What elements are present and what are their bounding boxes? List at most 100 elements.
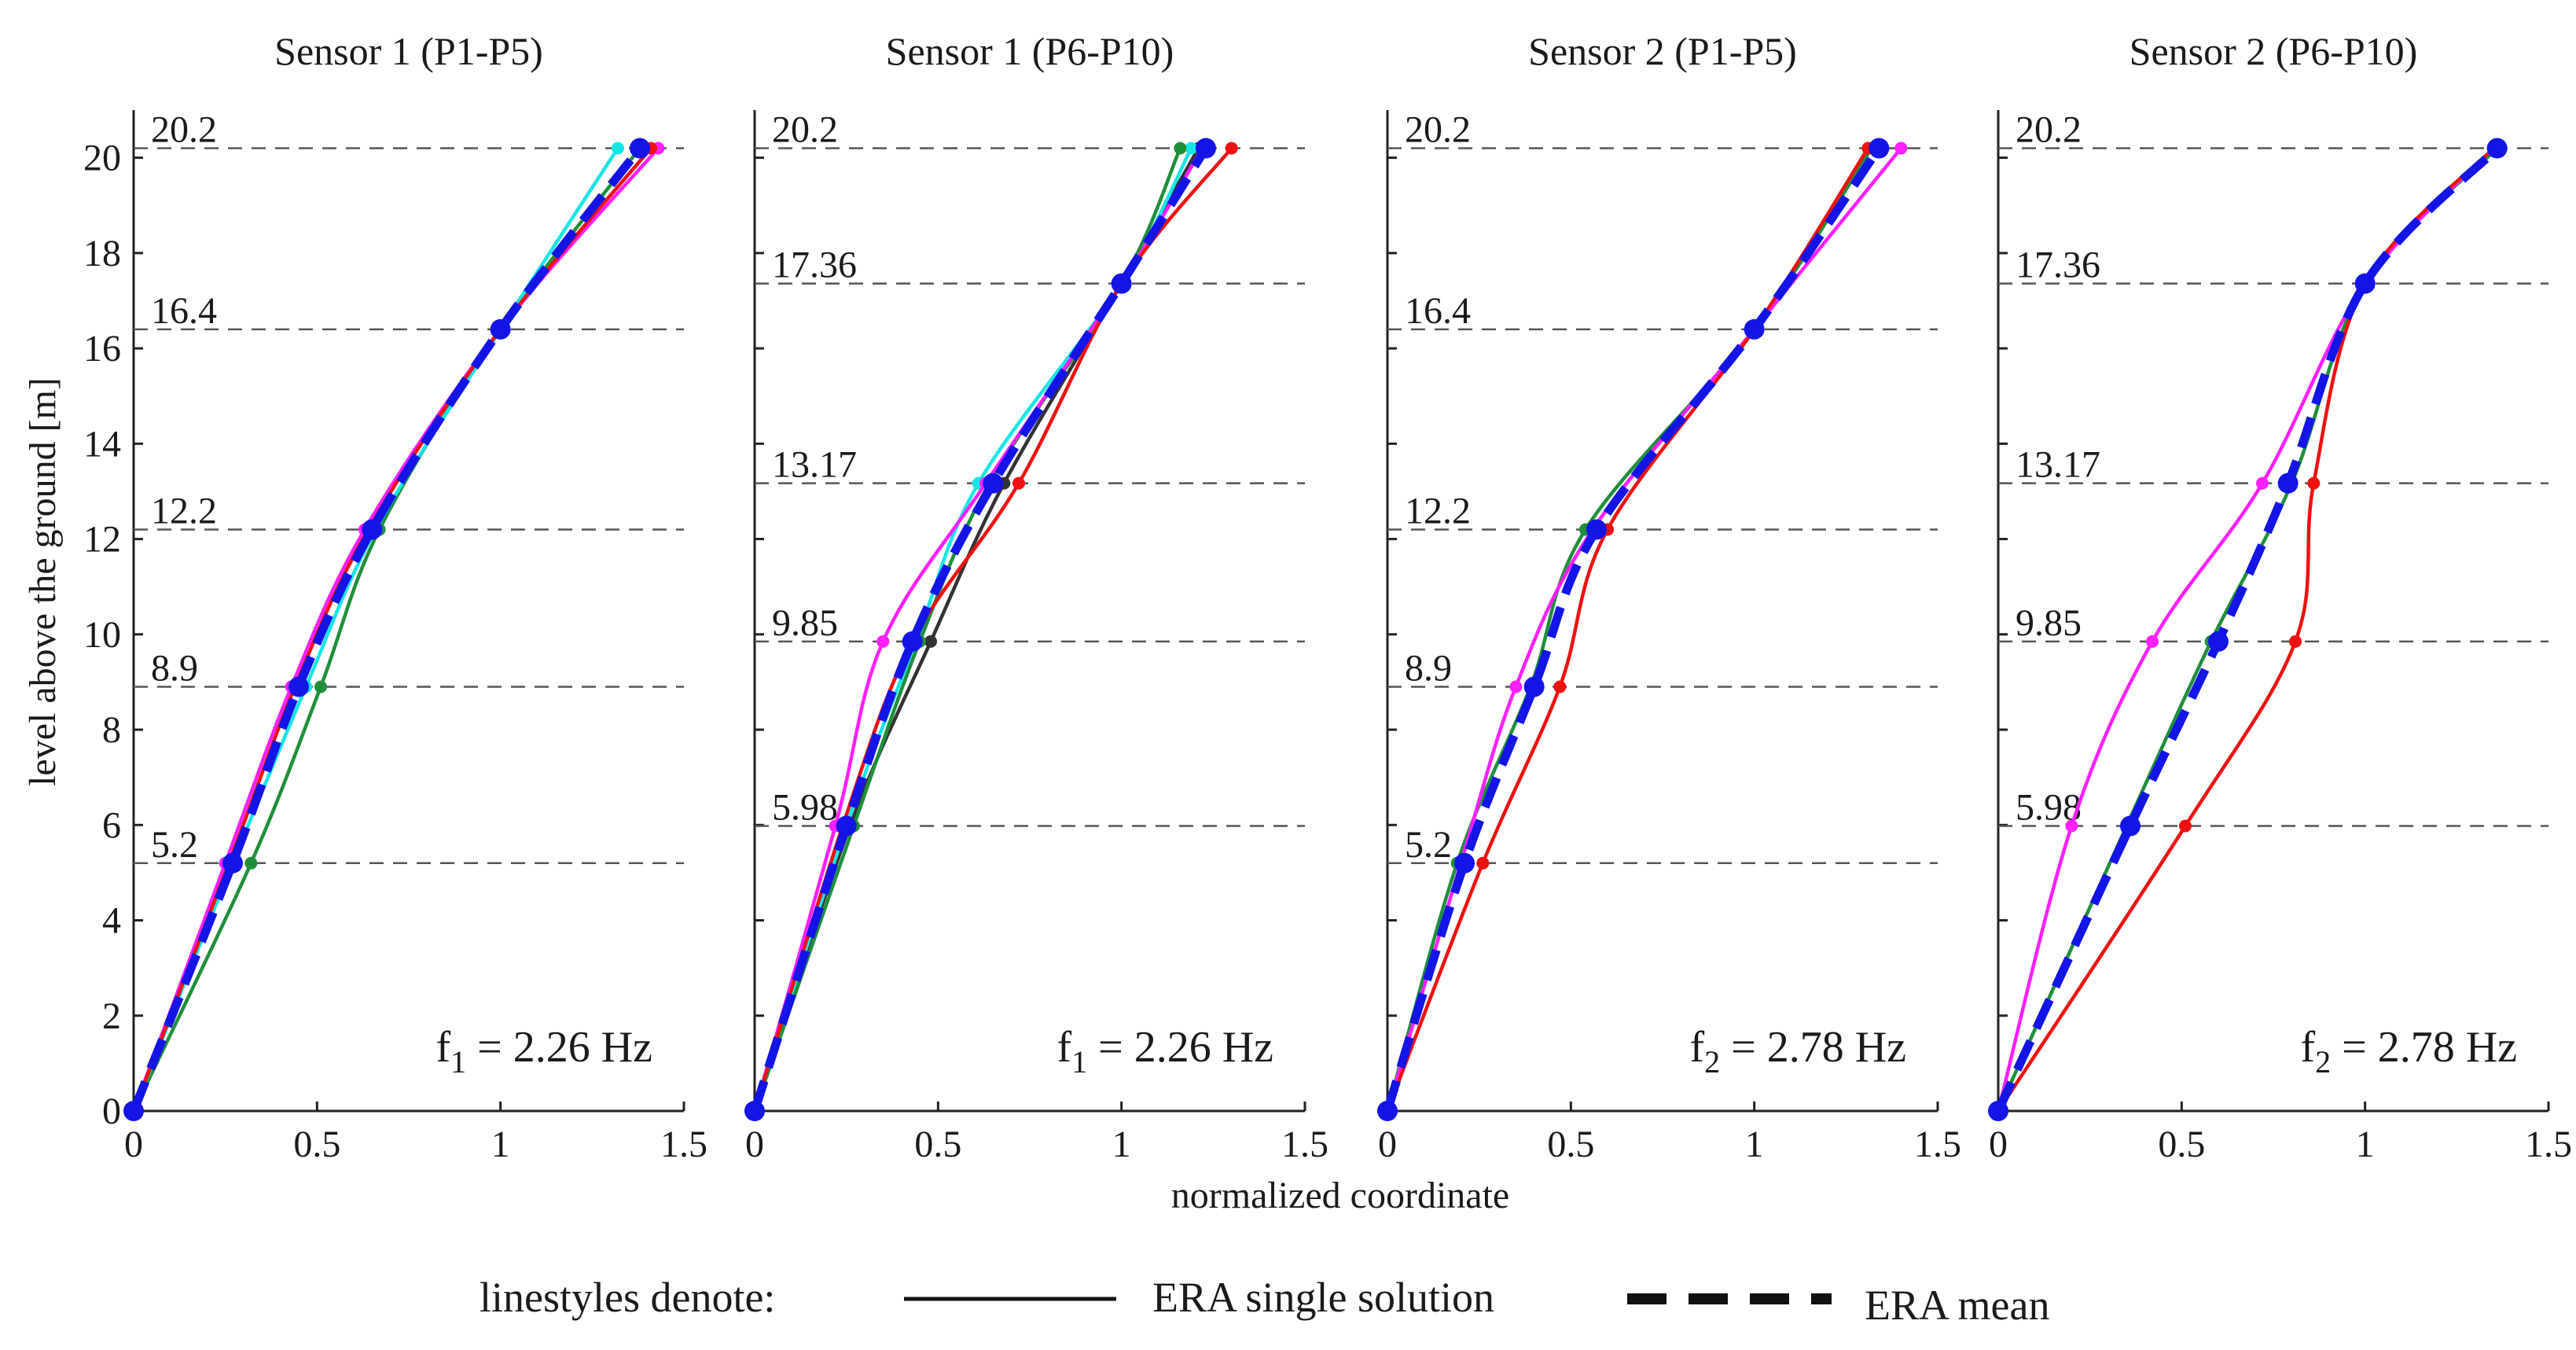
level-label: 12.2 [151,490,217,532]
y-tick-label: 18 [83,233,121,274]
series-point-magenta [1894,142,1908,155]
series-point-red [1476,856,1490,870]
mean-point [836,815,857,837]
level-label: 13.17 [772,444,857,486]
y-axis-title: level above the ground [m] [22,377,64,786]
x-tick-label: 1.5 [1281,1124,1328,1165]
level-label: 5.2 [1405,824,1452,866]
panel-2: Sensor 1 (P6-P10) 0 0.5 1 1.5 20.2 17.36 13.17 9… [744,29,1328,1165]
panel-title: Sensor 1 (P6-P10) [886,29,1174,73]
level-label: 20.2 [772,109,838,150]
y-tick-label: 4 [102,900,121,942]
series-point-cyan [1185,142,1198,155]
mean-point [288,676,309,697]
mean-point [123,1101,144,1121]
mean-point [1744,318,1765,340]
mean-point [744,1101,765,1121]
panel-1: Sensor 1 (P1-P5) 0 0.5 1 1.5 0 2 4 6 8 10 12 14 16 18 2… [83,29,707,1165]
level-label: 13.17 [2016,444,2100,486]
mean-line [1383,145,1883,1113]
x-tick-label: 1 [491,1124,510,1165]
mean-point [1869,138,1890,159]
series-point-magenta [2065,819,2078,833]
level-label: 9.85 [772,602,838,644]
y-tick-label: 12 [83,519,121,561]
x-tick-label: 0.5 [2158,1124,2205,1165]
x-tick-label: 1.5 [2525,1124,2572,1165]
x-tick-label: 1 [2356,1124,2375,1165]
level-label: 16.4 [1405,290,1471,332]
legend-single-label: ERA single solution [1152,1274,1494,1321]
mean-point [902,631,923,652]
mean-point [1454,852,1475,874]
mean-point [983,473,1004,494]
level-label: 8.9 [151,647,198,689]
mean-point [2354,273,2376,294]
level-label: 12.2 [1405,490,1471,532]
x-tick-label: 0 [745,1124,764,1165]
mean-line [1994,145,2501,1113]
series-point-red [1012,476,1025,490]
panel-3: Sensor 2 (P1-P5) 0 0.5 1 1.5 20.2 16.4 12.2 8.9 5… [1377,29,1961,1165]
legend: linestyles denote: ERA single solution E… [480,1274,2049,1329]
panel-title: Sensor 2 (P1-P5) [1528,29,1797,73]
y-tick-label: 2 [102,995,121,1037]
y-tick-label: 16 [83,328,121,370]
panel-4: Sensor 2 (P6-P10) 0 0.5 1 1.5 20.2 17.36 13.17 9… [1988,29,2572,1165]
frequency-label: f2 = 2.78 Hz [2300,1023,2517,1080]
y-tick-label: 0 [102,1091,121,1132]
level-label: 5.98 [772,786,838,828]
x-tick-label: 1 [1745,1124,1764,1165]
series-point-red [1553,680,1567,693]
mean-point [2120,815,2141,837]
level-label: 5.2 [151,824,198,866]
x-tick-label: 0.5 [293,1124,340,1165]
series-point-magenta [1509,680,1523,693]
mean-line [129,145,644,1113]
x-tick-label: 0 [124,1124,143,1165]
level-label: 8.9 [1405,647,1452,689]
x-tick-label: 0 [1989,1124,2008,1165]
x-tick-label: 0 [1378,1124,1397,1165]
y-tick-label: 20 [83,138,121,179]
legend-intro: linestyles denote: [480,1274,775,1321]
series-point-red [2289,635,2302,648]
mean-point [1586,519,1607,540]
mean-point [362,519,383,540]
x-tick-label: 1 [1112,1124,1131,1165]
panel-title: Sensor 1 (P1-P5) [274,29,543,73]
y-tick-label: 6 [102,804,121,846]
series-point-green [314,680,327,693]
series-point-green [244,856,258,870]
legend-mean-label: ERA mean [1865,1282,2049,1329]
mean-point [222,852,243,874]
level-label: 16.4 [151,290,217,332]
panels: Sensor 1 (P1-P5)0 0.5 1 1.50246810121416182… [83,29,2572,1165]
mean-point [1523,676,1545,697]
mean-point [2277,473,2299,494]
mean-point [1111,273,1132,294]
level-label: 20.2 [151,109,217,150]
series-point-dark [924,635,937,648]
series-point-magenta [876,635,890,648]
frequency-label: f2 = 2.78 Hz [1689,1023,1906,1080]
x-tick-label: 1.5 [660,1124,707,1165]
series-point-cyan [612,142,624,155]
frequency-label: f1 = 2.26 Hz [1056,1023,1273,1080]
mean-point [490,318,511,340]
level-label: 17.36 [2016,245,2100,286]
y-tick-label: 10 [83,614,121,656]
series-point-magenta [2256,476,2269,490]
series-line-red [1385,147,1870,1112]
level-label: 20.2 [2016,109,2082,150]
series-point-red [1225,142,1238,155]
level-label: 20.2 [1405,109,1471,150]
level-label: 9.85 [2016,602,2082,644]
x-tick-label: 1.5 [1914,1124,1961,1165]
mean-point [2208,631,2229,652]
y-tick-label: 8 [102,709,121,751]
x-tick-label: 0.5 [1547,1124,1594,1165]
x-axis-title: normalized coordinate [1171,1175,1509,1216]
mean-point [1377,1101,1398,1121]
series-point-green [1174,142,1187,155]
